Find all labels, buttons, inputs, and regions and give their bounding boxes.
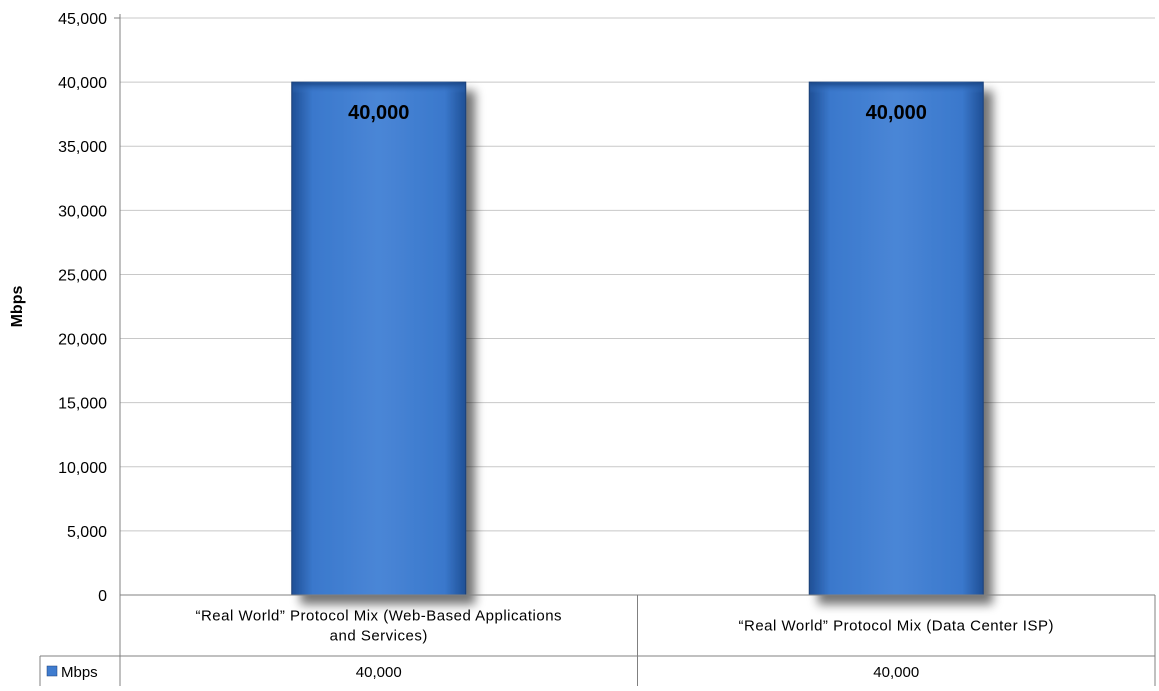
y-tick-label: 20,000 [58,332,107,349]
y-tick-label: 45,000 [58,11,107,28]
y-tick-label: 25,000 [58,267,107,284]
y-axis-title: Mbps [9,286,26,328]
bar-top-shade [292,83,465,94]
y-tick-label: 5,000 [67,524,107,541]
legend-swatch [46,665,58,677]
bar-group: 40,000 [808,81,984,596]
data-label: 40,000 [348,102,409,124]
category-label: “Real World” Protocol Mix (Data Center I… [739,618,1054,635]
table-value: 40,000 [873,664,919,681]
y-tick-label: 15,000 [58,396,107,413]
category-label: “Real World” Protocol Mix (Web-Based App… [195,608,562,625]
data-table: “Real World” Protocol Mix (Web-Based App… [39,595,1156,686]
data-label: 40,000 [866,102,927,124]
y-tick-label: 0 [98,588,107,605]
bar [808,81,984,596]
category-label: and Services) [330,628,428,645]
y-tick-label: 30,000 [58,203,107,220]
y-tick-label: 40,000 [58,75,107,92]
bar-group: 40,000 [291,81,467,596]
y-tick-label: 35,000 [58,139,107,156]
axis-layer: 0 5,000 10,000 15,000 20,000 25,000 30,000 35,0… [9,11,1155,686]
bar [291,81,467,596]
y-tick-label: 10,000 [58,460,107,477]
table-value: 40,000 [356,664,402,681]
bar-top-shade [810,83,983,94]
bar-layer: 40,000 40,000 [291,81,984,596]
grid-layer [120,17,1155,532]
legend-label: Mbps [61,664,98,681]
